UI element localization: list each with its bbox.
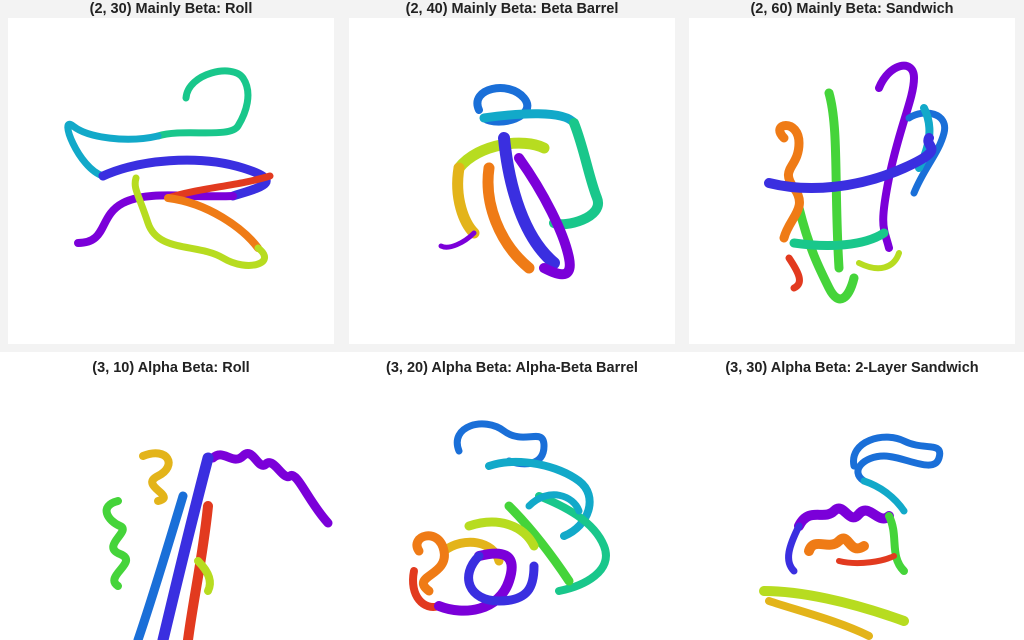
structure-image (8, 18, 334, 344)
structure-image (349, 18, 675, 344)
protein-ribbon-roll (64, 67, 274, 269)
protein-ribbon-sandwich (764, 61, 949, 304)
protein-ribbon-ab-sandwich (759, 433, 944, 640)
structure-image (8, 386, 334, 640)
panel-title: (3, 10) Alpha Beta: Roll (92, 360, 250, 376)
structure-image (349, 386, 675, 640)
protein-ribbon-ab-roll (102, 449, 333, 640)
panel-title: (2, 40) Mainly Beta: Beta Barrel (405, 1, 619, 17)
protein-ribbon-barrel (438, 84, 603, 280)
panel-title: (3, 30) Alpha Beta: 2-Layer Sandwich (725, 360, 979, 376)
protein-ribbon-ab-barrel (409, 420, 610, 616)
structure-image (689, 18, 1015, 344)
panel-title: (3, 20) Alpha Beta: Alpha-Beta Barrel (386, 360, 638, 376)
panel-title: (2, 30) Mainly Beta: Roll (89, 1, 253, 17)
panel-title: (2, 60) Mainly Beta: Sandwich (750, 1, 954, 17)
structure-image (689, 386, 1015, 640)
